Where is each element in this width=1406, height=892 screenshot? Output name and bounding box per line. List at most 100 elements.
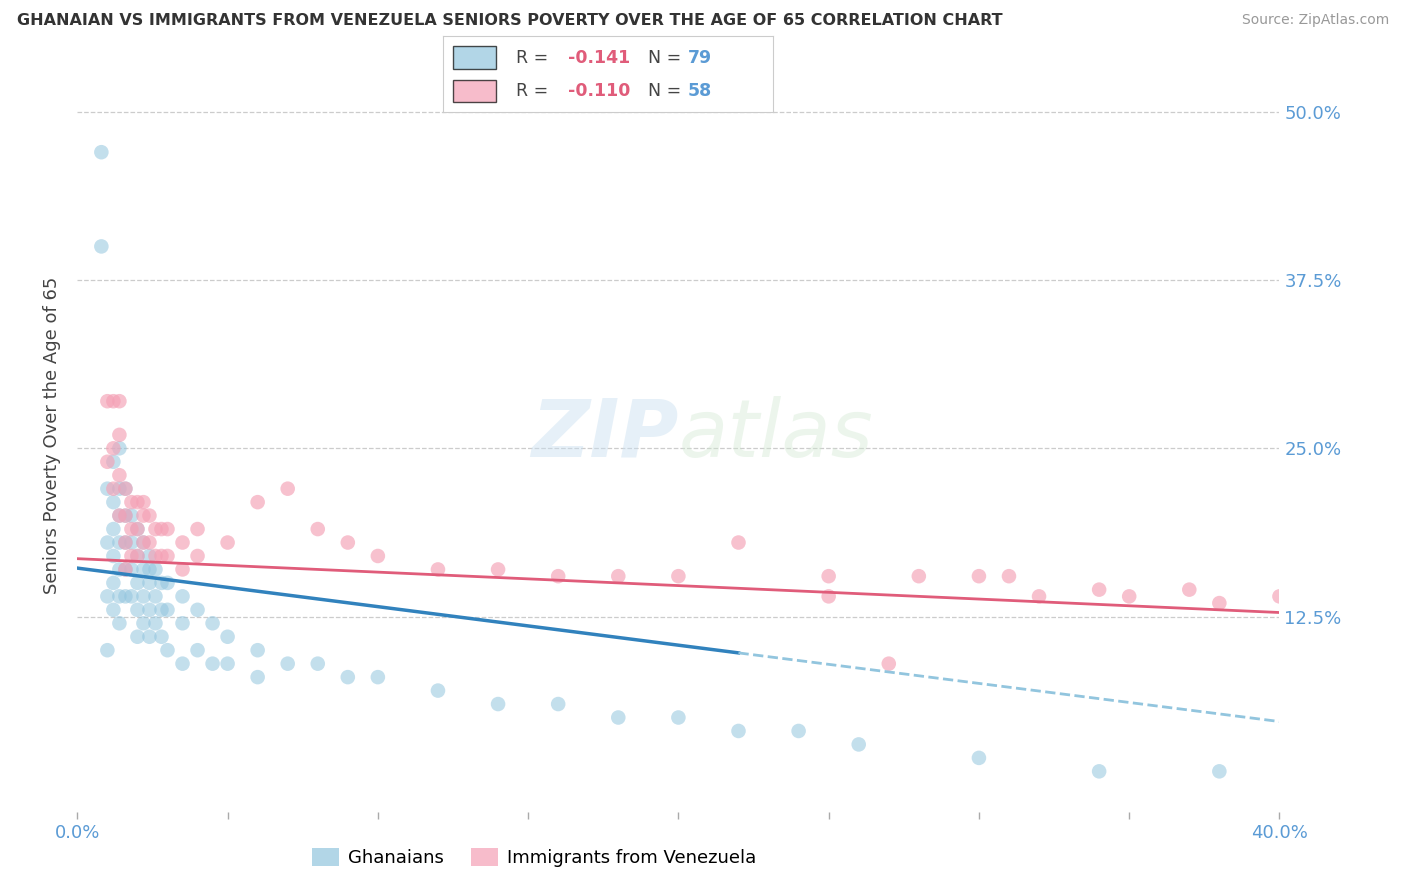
Point bbox=[132, 590, 155, 604]
Point bbox=[150, 603, 173, 617]
Point bbox=[138, 562, 160, 576]
Point bbox=[156, 643, 179, 657]
Point bbox=[150, 522, 173, 536]
Point bbox=[108, 468, 131, 483]
Point bbox=[486, 562, 509, 576]
Point bbox=[90, 145, 112, 160]
Point bbox=[217, 535, 239, 549]
Point bbox=[103, 455, 125, 469]
Point bbox=[114, 482, 136, 496]
Point bbox=[103, 482, 125, 496]
Point bbox=[187, 643, 209, 657]
Point bbox=[103, 549, 125, 563]
Point bbox=[108, 562, 131, 576]
Legend: Ghanaians, Immigrants from Venezuela: Ghanaians, Immigrants from Venezuela bbox=[305, 840, 763, 874]
Point bbox=[817, 590, 839, 604]
Point bbox=[201, 657, 224, 671]
Text: Source: ZipAtlas.com: Source: ZipAtlas.com bbox=[1241, 13, 1389, 28]
Point bbox=[145, 616, 167, 631]
Point bbox=[307, 522, 329, 536]
Point bbox=[1268, 590, 1291, 604]
Point bbox=[114, 508, 136, 523]
Point bbox=[486, 697, 509, 711]
Y-axis label: Seniors Poverty Over the Age of 65: Seniors Poverty Over the Age of 65 bbox=[44, 277, 62, 593]
Point bbox=[138, 549, 160, 563]
Point bbox=[172, 590, 194, 604]
Point bbox=[817, 569, 839, 583]
Point bbox=[427, 562, 450, 576]
Text: 58: 58 bbox=[688, 82, 711, 100]
Point bbox=[1118, 590, 1140, 604]
Point bbox=[90, 239, 112, 253]
Text: ZIP: ZIP bbox=[531, 396, 679, 474]
Point bbox=[132, 535, 155, 549]
Point bbox=[187, 522, 209, 536]
Point bbox=[187, 549, 209, 563]
Point bbox=[96, 643, 118, 657]
Point bbox=[108, 535, 131, 549]
Point bbox=[246, 670, 269, 684]
Point bbox=[108, 428, 131, 442]
Text: -0.110: -0.110 bbox=[568, 82, 631, 100]
Point bbox=[96, 535, 118, 549]
Point bbox=[138, 575, 160, 590]
Point bbox=[138, 630, 160, 644]
Point bbox=[108, 616, 131, 631]
Point bbox=[427, 683, 450, 698]
Point bbox=[172, 562, 194, 576]
Point bbox=[967, 569, 990, 583]
Point bbox=[103, 495, 125, 509]
Point bbox=[127, 549, 149, 563]
Point bbox=[156, 603, 179, 617]
Text: R =: R = bbox=[516, 82, 554, 100]
Point bbox=[138, 535, 160, 549]
Point bbox=[108, 508, 131, 523]
Point bbox=[114, 482, 136, 496]
Point bbox=[217, 630, 239, 644]
Point bbox=[120, 535, 142, 549]
Point bbox=[156, 549, 179, 563]
Text: atlas: atlas bbox=[679, 396, 873, 474]
Point bbox=[120, 549, 142, 563]
Point bbox=[103, 522, 125, 536]
Point bbox=[103, 575, 125, 590]
FancyBboxPatch shape bbox=[453, 79, 496, 103]
Point bbox=[668, 710, 690, 724]
Point bbox=[114, 562, 136, 576]
Point bbox=[103, 442, 125, 456]
Point bbox=[336, 670, 359, 684]
Point bbox=[1028, 590, 1050, 604]
Point bbox=[367, 670, 389, 684]
Point bbox=[668, 569, 690, 583]
Point bbox=[607, 569, 630, 583]
Point bbox=[848, 738, 870, 752]
Point bbox=[120, 495, 142, 509]
Point bbox=[96, 482, 118, 496]
Point bbox=[998, 569, 1021, 583]
FancyBboxPatch shape bbox=[453, 46, 496, 69]
Point bbox=[277, 482, 299, 496]
Text: -0.141: -0.141 bbox=[568, 49, 631, 67]
Point bbox=[336, 535, 359, 549]
Point bbox=[127, 522, 149, 536]
Point bbox=[727, 535, 749, 549]
Point bbox=[156, 575, 179, 590]
Point bbox=[1088, 764, 1111, 779]
Text: N =: N = bbox=[648, 49, 686, 67]
Point bbox=[307, 657, 329, 671]
Point bbox=[150, 549, 173, 563]
Point bbox=[132, 508, 155, 523]
Point bbox=[108, 590, 131, 604]
Point bbox=[277, 657, 299, 671]
Point bbox=[246, 643, 269, 657]
Point bbox=[108, 508, 131, 523]
Point bbox=[138, 603, 160, 617]
Point bbox=[156, 522, 179, 536]
Text: 79: 79 bbox=[688, 49, 711, 67]
Point bbox=[127, 522, 149, 536]
Point bbox=[114, 535, 136, 549]
Point bbox=[127, 630, 149, 644]
Point bbox=[96, 590, 118, 604]
Point bbox=[150, 575, 173, 590]
Point bbox=[187, 603, 209, 617]
